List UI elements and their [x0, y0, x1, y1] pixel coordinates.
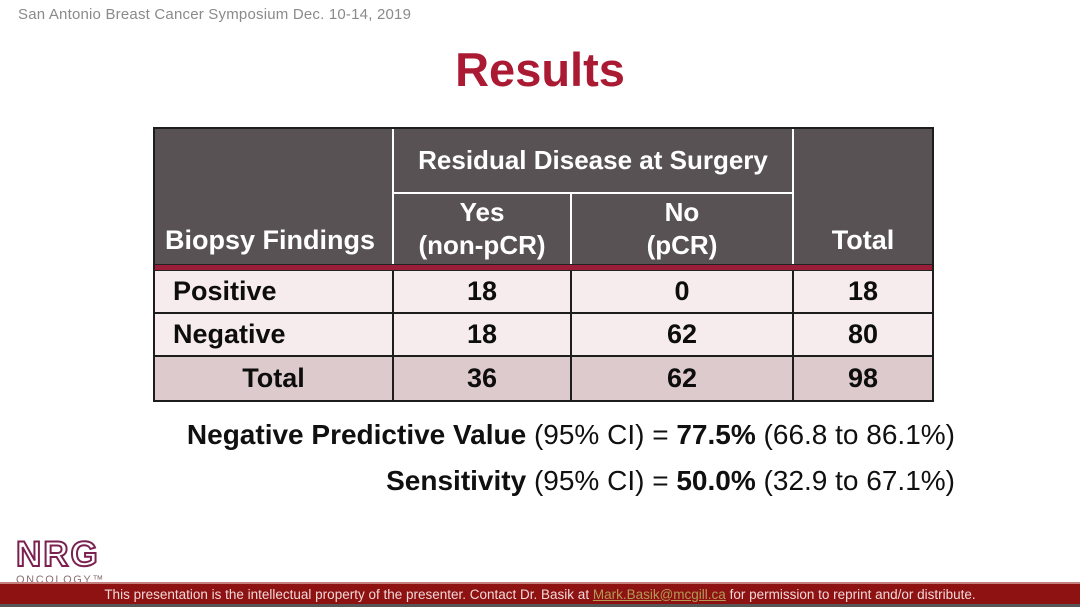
subheader-yes-line2: (non-pCR): [418, 230, 546, 260]
row-positive-no: 0: [572, 271, 794, 314]
slide-title: Results: [455, 43, 625, 96]
footer-text-before: This presentation is the intellectual pr…: [104, 586, 593, 602]
row-negative-total: 80: [794, 314, 932, 357]
contact-email-link[interactable]: Mark.Basik@mcgill.ca: [592, 586, 726, 602]
sensitivity-line: Sensitivity (95% CI) = 50.0% (32.9 to 67…: [187, 458, 955, 504]
subheader-yes-line1: Yes: [459, 196, 505, 227]
header-accent-band: [155, 264, 932, 271]
row-total-total: 98: [794, 357, 932, 400]
table-subheader-no: No (pCR): [572, 194, 794, 264]
npv-ci-label: (95% CI) =: [526, 419, 677, 450]
footer-text-after: for permission to reprint and/or distrib…: [725, 586, 976, 602]
sensitivity-ci-label: (95% CI) =: [526, 465, 677, 496]
npv-value: 77.5%: [676, 419, 756, 450]
row-negative-yes: 18: [394, 314, 572, 357]
sensitivity-name: Sensitivity: [386, 465, 527, 496]
row-positive-yes: 18: [394, 271, 572, 314]
npv-line: Negative Predictive Value (95% CI) = 77.…: [187, 412, 955, 458]
npv-range: (66.8 to 86.1%): [755, 419, 955, 450]
table-subheader-yes: Yes (non-pCR): [394, 194, 572, 264]
nrg-logo-text: NRG: [15, 535, 100, 574]
table-corner-header: Biopsy Findings: [155, 129, 394, 264]
nrg-oncology-logo: NRG ONCOLOGY™: [15, 535, 105, 586]
results-table: Biopsy Findings Residual Disease at Surg…: [153, 127, 934, 402]
row-negative-no: 62: [572, 314, 794, 357]
subheader-no-line1: No: [664, 196, 700, 227]
table-total-header: Total: [794, 129, 932, 264]
sensitivity-value: 50.0%: [676, 465, 756, 496]
row-total-yes: 36: [394, 357, 572, 400]
row-total-label: Total: [155, 357, 394, 400]
sensitivity-range: (32.9 to 67.1%): [755, 465, 955, 496]
row-positive-label: Positive: [155, 271, 394, 314]
symposium-header-note: San Antonio Breast Cancer Symposium Dec.…: [18, 6, 412, 23]
subheader-no-line2: (pCR): [646, 230, 718, 260]
row-negative-label: Negative: [155, 314, 394, 357]
table-group-header: Residual Disease at Surgery: [394, 129, 794, 194]
npv-name: Negative Predictive Value: [186, 419, 527, 450]
row-positive-total: 18: [794, 271, 932, 314]
statistics-block: Negative Predictive Value (95% CI) = 77.…: [187, 412, 955, 504]
copyright-footer-bar: This presentation is the intellectual pr…: [0, 582, 1080, 607]
row-total-no: 62: [572, 357, 794, 400]
